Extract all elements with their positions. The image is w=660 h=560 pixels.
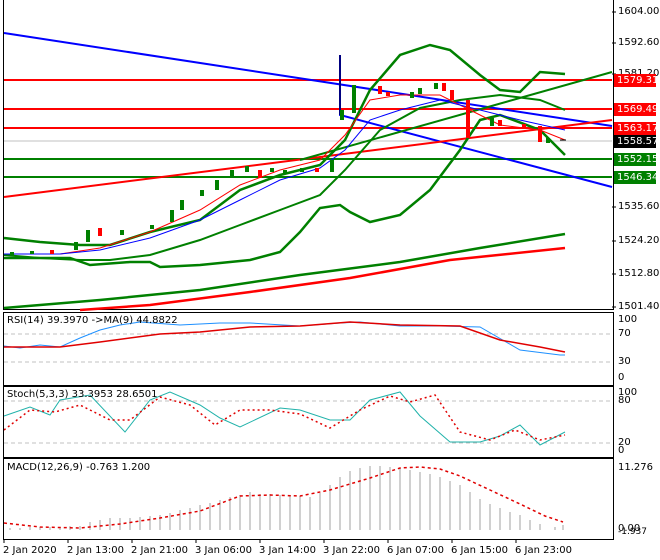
support-1-tag: 1552.15 (614, 153, 658, 166)
time-label: 6 Jan 23:00 (515, 545, 572, 556)
price-tick: 1581.20 (618, 68, 659, 79)
support-2-tag: 1546.34 (614, 171, 658, 184)
macd-pane[interactable] (3, 458, 614, 540)
rsi-tick: 0 (618, 372, 625, 383)
rsi-tick: 30 (618, 356, 631, 367)
rsi-tick: 100 (618, 314, 638, 325)
price-tick: 1501.40 (618, 301, 660, 312)
macd-tick: -1.937 (618, 527, 648, 537)
time-label: 3 Jan 22:00 (323, 545, 380, 556)
time-label: 6 Jan 07:00 (387, 545, 444, 556)
current-price-tag: 1558.57 (614, 135, 658, 148)
price-tick: 1604.00 (618, 6, 660, 17)
resistance-1-tag: 1579.31 (614, 74, 658, 87)
time-label: 6 Jan 15:00 (451, 545, 508, 556)
time-label: 2 Jan 2020 (3, 545, 57, 556)
time-label: 2 Jan 21:00 (131, 545, 188, 556)
stoch-tick: 20 (618, 437, 631, 448)
time-label: 3 Jan 14:00 (259, 545, 316, 556)
stoch-tick: 0 (618, 445, 625, 456)
time-label: 2 Jan 13:00 (67, 545, 124, 556)
stoch-label: Stoch(5,3,3) 33.3953 28.6501 (7, 389, 158, 400)
stoch-tick: 80 (618, 395, 631, 406)
rsi-tick: 70 (618, 328, 631, 339)
stoch-pane[interactable] (3, 386, 614, 458)
resistance-3-tag: 1563.17 (614, 122, 658, 135)
rsi-pane[interactable] (3, 312, 614, 386)
price-tick: 1592.60 (618, 37, 660, 48)
price-tick: 1535.60 (618, 201, 660, 212)
macd-tick: 0.00 (618, 523, 641, 534)
time-label: 3 Jan 06:00 (195, 545, 252, 556)
price-tick: 1512.80 (618, 268, 660, 279)
resistance-2-tag: 1569.49 (614, 103, 658, 116)
price-tick: 1524.20 (618, 235, 660, 246)
stoch-tick: 100 (618, 387, 638, 398)
macd-label: MACD(12,26,9) -0.763 1.200 (7, 462, 151, 473)
price-pane[interactable] (3, 0, 614, 310)
macd-tick: 11.276 (618, 462, 653, 473)
candles (10, 83, 566, 255)
rsi-label: RSI(14) 39.3970 ->MA(9) 44.8822 (7, 315, 178, 326)
